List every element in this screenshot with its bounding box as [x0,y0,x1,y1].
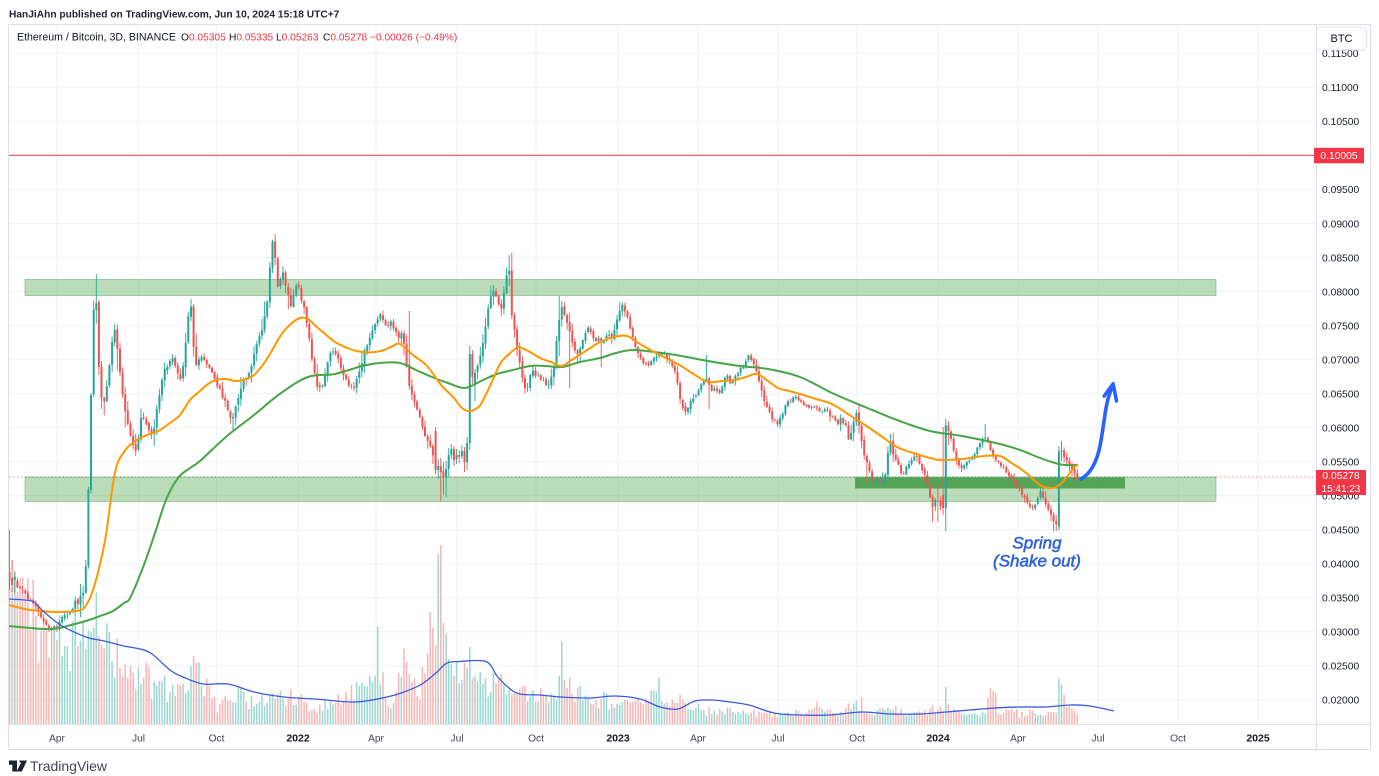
svg-text:Oct: Oct [209,734,225,745]
svg-text:0.03000: 0.03000 [1322,628,1359,639]
svg-text:0.10005: 0.10005 [1320,151,1357,162]
svg-text:Jul: Jul [1091,734,1104,745]
svg-text:Apr: Apr [1010,734,1026,745]
svg-text:Jul: Jul [771,734,784,745]
svg-text:0.05000: 0.05000 [1322,492,1359,503]
svg-text:Jul: Jul [450,734,463,745]
svg-text:C0.05278: C0.05278 [323,33,368,44]
svg-text:0.04500: 0.04500 [1322,526,1359,537]
svg-text:0.11500: 0.11500 [1322,49,1359,60]
svg-text:0.04000: 0.04000 [1322,560,1359,571]
svg-text:0.07500: 0.07500 [1322,321,1359,332]
svg-text:Oct: Oct [528,734,544,745]
svg-text:Oct: Oct [1170,734,1186,745]
svg-text:Apr: Apr [690,734,706,745]
svg-text:0.07000: 0.07000 [1322,355,1359,366]
svg-text:O0.05305: O0.05305 [181,33,226,44]
svg-text:Apr: Apr [49,734,65,745]
svg-text:15:41:23: 15:41:23 [1322,484,1361,495]
svg-text:0.09500: 0.09500 [1322,185,1359,196]
svg-text:0.11000: 0.11000 [1322,83,1359,94]
svg-text:Ethereum / Bitcoin, 3D, BINANC: Ethereum / Bitcoin, 3D, BINANCE [17,32,176,44]
svg-text:BTC: BTC [1331,33,1353,45]
svg-text:0.06500: 0.06500 [1322,389,1359,400]
svg-text:0.02000: 0.02000 [1322,696,1359,707]
svg-text:HanJiAhn published on TradingV: HanJiAhn published on TradingView.com, J… [9,10,340,21]
svg-text:L0.05263: L0.05263 [276,33,319,44]
svg-text:0.03500: 0.03500 [1322,594,1359,605]
svg-text:2022: 2022 [286,733,310,745]
svg-text:TradingView: TradingView [30,758,108,774]
svg-text:0.09000: 0.09000 [1322,219,1359,230]
svg-text:0.02500: 0.02500 [1322,662,1359,673]
svg-text:0.08500: 0.08500 [1322,253,1359,264]
svg-text:Spring: Spring [1012,534,1062,553]
svg-text:H0.05335: H0.05335 [229,33,274,44]
svg-text:0.05278: 0.05278 [1322,471,1359,482]
svg-text:Apr: Apr [368,734,384,745]
svg-text:0.08000: 0.08000 [1322,287,1359,298]
svg-text:0.10500: 0.10500 [1322,117,1359,128]
svg-text:2024: 2024 [926,733,950,745]
svg-text:(Shake out): (Shake out) [993,552,1081,571]
svg-text:−0.00026 (−0.49%): −0.00026 (−0.49%) [370,33,457,44]
svg-text:Oct: Oct [849,734,865,745]
svg-text:2025: 2025 [1246,733,1270,745]
svg-text:2023: 2023 [606,733,630,745]
svg-text:0.06000: 0.06000 [1322,423,1359,434]
svg-text:Jul: Jul [132,734,145,745]
svg-text:0.05500: 0.05500 [1322,458,1359,469]
